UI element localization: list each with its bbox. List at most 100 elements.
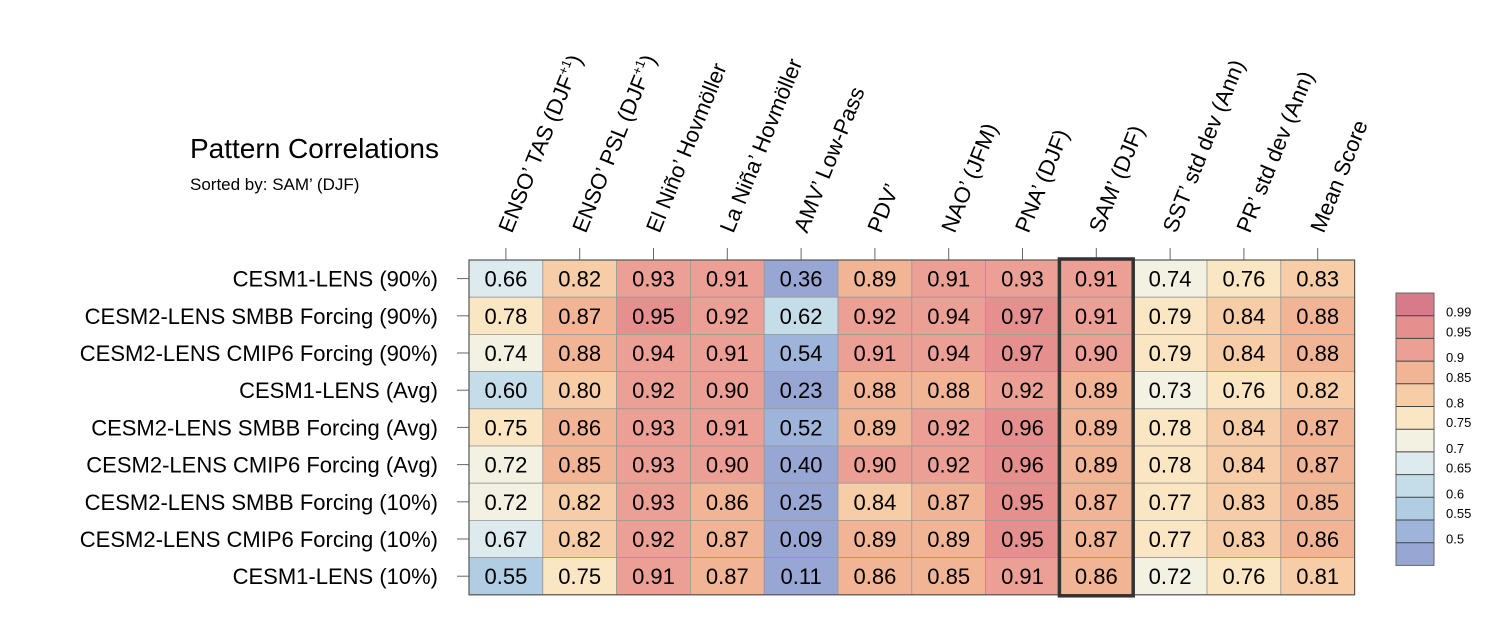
cell-value: 0.72 [484, 490, 527, 515]
cell-value: 0.86 [558, 415, 601, 440]
heatmap-cell [985, 408, 1060, 447]
heatmap-cell [690, 520, 765, 559]
cell-value: 0.79 [1149, 304, 1192, 329]
cell-value: 0.92 [706, 304, 749, 329]
heatmap-cells: 0.66 0.82 0.93 0.91 0.36 0.89 0.91 0.93 0.91 0.74… [468, 259, 1356, 596]
cell-value: 0.88 [1296, 341, 1339, 366]
cell-value: 0.85 [558, 453, 601, 478]
cell-value: 0.84 [1222, 341, 1265, 366]
cell-value: 0.95 [1001, 527, 1044, 552]
heatmap-cell [1059, 520, 1134, 559]
cell-value: 0.82 [558, 490, 601, 515]
legend-tick-label: 0.65 [1446, 461, 1471, 476]
cell-value: 0.72 [484, 453, 527, 478]
cell-value: 0.82 [1296, 378, 1339, 403]
cell-value: 0.76 [1222, 378, 1265, 403]
heatmap-cell [985, 259, 1060, 298]
heatmap-cell [1059, 259, 1134, 298]
row-label: CESM2-LENS SMBB Forcing (Avg) [91, 415, 438, 440]
column-label: NAO’ (JFM) [936, 120, 1002, 236]
cell-value: 0.88 [1296, 304, 1339, 329]
heatmap-cell [1059, 557, 1134, 596]
heatmap-cell [1132, 371, 1208, 410]
legend-swatch [1396, 293, 1434, 316]
sort-column-highlight [1057, 257, 1135, 598]
heatmap-cell [911, 371, 986, 410]
heatmap-cell [911, 520, 986, 559]
heatmap-cell [837, 520, 913, 559]
cell-value: 0.85 [927, 564, 970, 589]
heatmap-cell [690, 371, 765, 410]
heatmap-cell [985, 445, 1060, 484]
legend-swatch [1396, 497, 1434, 520]
legend-swatch [1396, 315, 1434, 339]
legend-tick-label: 0.7 [1446, 441, 1464, 456]
row-label: CESM1-LENS (90%) [233, 267, 438, 292]
heatmap-cell [468, 296, 544, 335]
cell-value: 0.23 [780, 378, 823, 403]
chart-title: Pattern Correlations [190, 133, 439, 164]
cell-value: 0.76 [1222, 267, 1265, 292]
heatmap-cell [542, 296, 617, 335]
row-label: CESM1-LENS (Avg) [239, 378, 438, 403]
heatmap-cell [911, 557, 986, 596]
cell-value: 0.87 [1296, 453, 1339, 478]
heatmap-cell [542, 482, 617, 521]
row-label: CESM2-LENS CMIP6 Forcing (Avg) [86, 453, 438, 478]
heatmap-cell [1206, 408, 1282, 447]
cell-value: 0.74 [1149, 267, 1192, 292]
cell-value: 0.82 [558, 527, 601, 552]
column-label: PR’ std dev (Ann) [1231, 67, 1318, 235]
column-label: El Niño’ Hovmöller [641, 59, 732, 235]
legend-swatch [1396, 520, 1434, 543]
row-label: CESM2-LENS CMIP6 Forcing (10%) [80, 527, 438, 552]
cell-value: 0.90 [706, 378, 749, 403]
cell-value: 0.77 [1149, 527, 1192, 552]
cell-value: 0.67 [484, 527, 527, 552]
column-label: PNA’ (DJF) [1010, 126, 1074, 236]
legend-tick-label: 0.75 [1446, 415, 1471, 430]
cell-value: 0.84 [1222, 304, 1265, 329]
cell-value: 0.66 [484, 267, 527, 292]
heatmap-cell [911, 408, 986, 447]
heatmap-cell [690, 408, 765, 447]
heatmap-cell [468, 371, 544, 410]
cell-value: 0.81 [1296, 564, 1339, 589]
cell-value: 0.93 [632, 267, 675, 292]
cell-value: 0.92 [853, 304, 896, 329]
chart-subtitle: Sorted by: SAM’ (DJF) [190, 175, 359, 194]
cell-value: 0.74 [484, 341, 527, 366]
heatmap-cell [1280, 333, 1356, 372]
cell-value: 0.40 [780, 453, 823, 478]
legend-tick-label: 0.8 [1446, 396, 1464, 411]
cell-value: 0.91 [927, 267, 970, 292]
cell-value: 0.91 [706, 267, 749, 292]
heatmap-cell [1132, 482, 1208, 521]
cell-value: 0.91 [706, 341, 749, 366]
cell-value: 0.88 [558, 341, 601, 366]
legend-tick-label: 0.9 [1446, 350, 1464, 365]
legend-swatch [1396, 429, 1434, 452]
heatmap-cell [1280, 557, 1356, 596]
heatmap-cell [1206, 445, 1282, 484]
cell-value: 0.86 [853, 564, 896, 589]
cell-value: 0.88 [853, 378, 896, 403]
cell-value: 0.72 [1149, 564, 1192, 589]
cell-value: 0.73 [1149, 378, 1192, 403]
cell-value: 0.87 [927, 490, 970, 515]
row-labels: CESM1-LENS (90%) CESM2-LENS SMBB Forcing … [80, 267, 469, 589]
cell-value: 0.36 [780, 267, 823, 292]
legend-swatch [1396, 361, 1434, 384]
column-label: Mean Score [1305, 117, 1373, 236]
heatmap-cell [1206, 296, 1282, 335]
cell-value: 0.75 [484, 415, 527, 440]
heatmap-cell [1280, 371, 1356, 410]
cell-value: 0.84 [1222, 453, 1265, 478]
cell-value: 0.87 [706, 564, 749, 589]
cell-value: 0.11 [781, 564, 822, 589]
cell-value: 0.87 [558, 304, 601, 329]
heatmap-cell [837, 408, 913, 447]
column-label: SST’ std dev (Ann) [1158, 56, 1250, 236]
cell-value: 0.91 [1075, 304, 1118, 329]
grid-border [468, 259, 1356, 596]
